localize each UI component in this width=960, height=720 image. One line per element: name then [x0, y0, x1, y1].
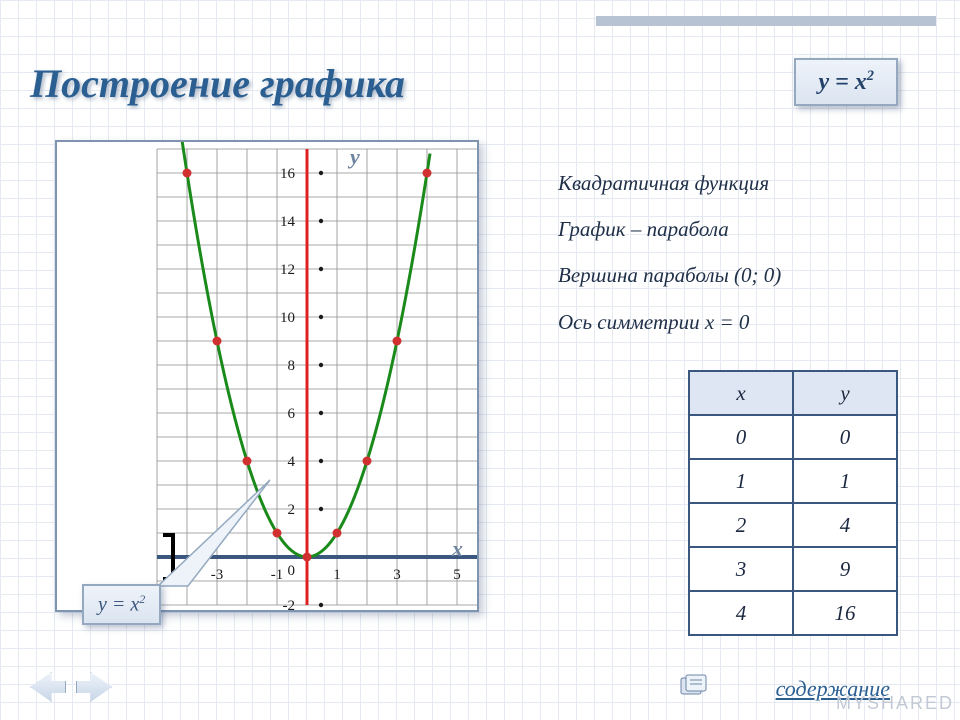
- svg-text:5: 5: [453, 567, 461, 583]
- description-item: Вершина параболы (0; 0): [558, 252, 898, 298]
- svg-text:14: 14: [280, 214, 296, 230]
- description-list: Квадратичная функцияГрафик – параболаВер…: [558, 160, 898, 345]
- prev-button[interactable]: [30, 672, 66, 702]
- header-accent: [596, 16, 936, 26]
- description-item: Квадратичная функция: [558, 160, 898, 206]
- svg-text:-3: -3: [211, 567, 224, 583]
- description-item: График – парабола: [558, 206, 898, 252]
- svg-text:3: 3: [393, 567, 401, 583]
- svg-text:16: 16: [280, 166, 296, 182]
- svg-text:0: 0: [288, 563, 296, 579]
- col-y: y: [793, 371, 897, 415]
- description-item: Ось симметрии x = 0: [558, 299, 898, 345]
- values-table: x y 00112439416: [688, 370, 898, 636]
- svg-text:1: 1: [333, 567, 341, 583]
- svg-text:4: 4: [288, 454, 296, 470]
- curve-callout: y = x2: [82, 584, 161, 625]
- svg-text:8: 8: [288, 358, 296, 374]
- svg-text:12: 12: [280, 262, 295, 278]
- next-button[interactable]: [76, 672, 112, 702]
- watermark: MYSHARED: [836, 693, 954, 714]
- table-row: 00: [689, 415, 897, 459]
- axis-label-x: x: [452, 536, 463, 562]
- table-row: 24: [689, 503, 897, 547]
- table-header-row: x y: [689, 371, 897, 415]
- formula-box: y = x2: [794, 58, 898, 106]
- axis-label-y: y: [350, 144, 360, 170]
- table-row: 39: [689, 547, 897, 591]
- svg-text:2: 2: [288, 502, 296, 518]
- svg-text:-1: -1: [271, 567, 284, 583]
- table-body: 00112439416: [689, 415, 897, 635]
- contents-icon: [680, 674, 710, 698]
- svg-text:6: 6: [288, 406, 296, 422]
- parabola-chart: -3-113572468101214160-2: [57, 142, 477, 610]
- table-row: 11: [689, 459, 897, 503]
- svg-text:10: 10: [280, 310, 295, 326]
- col-x: x: [689, 371, 793, 415]
- chart-panel: -3-113572468101214160-2: [55, 140, 479, 612]
- svg-text:-2: -2: [283, 598, 296, 610]
- table-row: 416: [689, 591, 897, 635]
- page-title: Построение графика: [30, 60, 405, 107]
